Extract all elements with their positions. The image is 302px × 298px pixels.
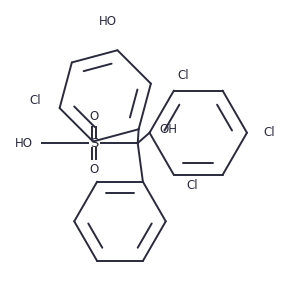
Text: OH: OH (160, 123, 178, 136)
Text: S: S (90, 136, 98, 150)
Text: O: O (90, 163, 99, 176)
Text: Cl: Cl (30, 94, 41, 107)
Text: HO: HO (99, 15, 117, 28)
Text: HO: HO (15, 136, 33, 150)
Text: Cl: Cl (178, 69, 189, 82)
Text: Cl: Cl (186, 179, 198, 193)
Text: Cl: Cl (263, 126, 275, 139)
Text: O: O (90, 110, 99, 123)
